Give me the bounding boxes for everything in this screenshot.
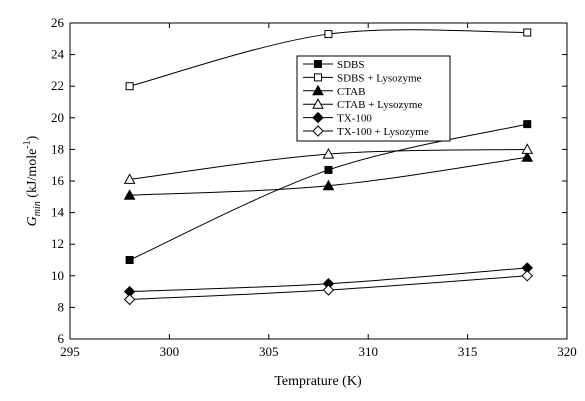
data-point — [125, 256, 134, 264]
y-axis-title: Gmin (kJ/mole-1) — [22, 135, 43, 226]
data-point — [523, 28, 532, 37]
y-tick-label: 18 — [51, 141, 64, 156]
y-tick-label: 26 — [51, 15, 65, 30]
y-tick-label: 6 — [58, 331, 65, 346]
legend-marker — [314, 73, 322, 82]
data-point — [123, 293, 136, 306]
data-point — [521, 270, 533, 282]
y-tick-label: 8 — [58, 299, 65, 314]
x-tick-label: 305 — [259, 344, 279, 359]
legend-entry-label: TX-100 + Lysozyme — [337, 126, 429, 138]
legend-entry-label: SDBS — [337, 59, 365, 71]
legend-marker — [312, 111, 324, 124]
data-point — [521, 143, 534, 154]
x-tick-label: 300 — [160, 344, 180, 359]
axis-ticks: 295 300 305 310 315 320 6 8 10 12 14 16 18 20 22 24 26 — [51, 15, 577, 359]
data-point — [322, 148, 335, 159]
x-axis-title: Temprature (K) — [274, 374, 362, 389]
data-point — [322, 284, 335, 296]
legend-entry-label: CTAB — [337, 86, 365, 98]
legend-marker — [314, 60, 322, 68]
y-tick-label: 20 — [51, 110, 64, 125]
legend-entry-label: CTAB + Lysozyme — [337, 99, 422, 111]
y-tick-label: 10 — [51, 268, 64, 283]
data-point — [123, 189, 136, 200]
data-point — [322, 179, 335, 191]
x-tick-label: 315 — [458, 344, 478, 359]
y-tick-label: 24 — [51, 47, 65, 62]
y-tick-label: 12 — [51, 236, 64, 251]
legend-marker — [312, 125, 324, 137]
legend-marker — [312, 98, 324, 109]
data-point — [125, 82, 134, 91]
legend-entry-label: SDBS + Lysozyme — [337, 72, 422, 84]
data-point — [324, 165, 333, 174]
series-line-1 — [129, 123, 528, 261]
y-tick-label: 14 — [51, 205, 65, 220]
data-point — [123, 173, 136, 184]
legend-marker — [312, 84, 324, 96]
legend-entry-label: TX-100 — [337, 113, 372, 125]
data-point — [523, 120, 532, 129]
series-markers — [123, 28, 534, 306]
x-tick-label: 295 — [60, 344, 80, 359]
x-tick-label: 310 — [358, 344, 378, 359]
y-tick-label: 16 — [51, 173, 65, 188]
data-point — [324, 30, 333, 39]
x-tick-label: 320 — [557, 344, 577, 359]
data-point — [521, 151, 534, 162]
legend-box — [296, 55, 451, 142]
y-tick-label: 22 — [51, 78, 64, 93]
